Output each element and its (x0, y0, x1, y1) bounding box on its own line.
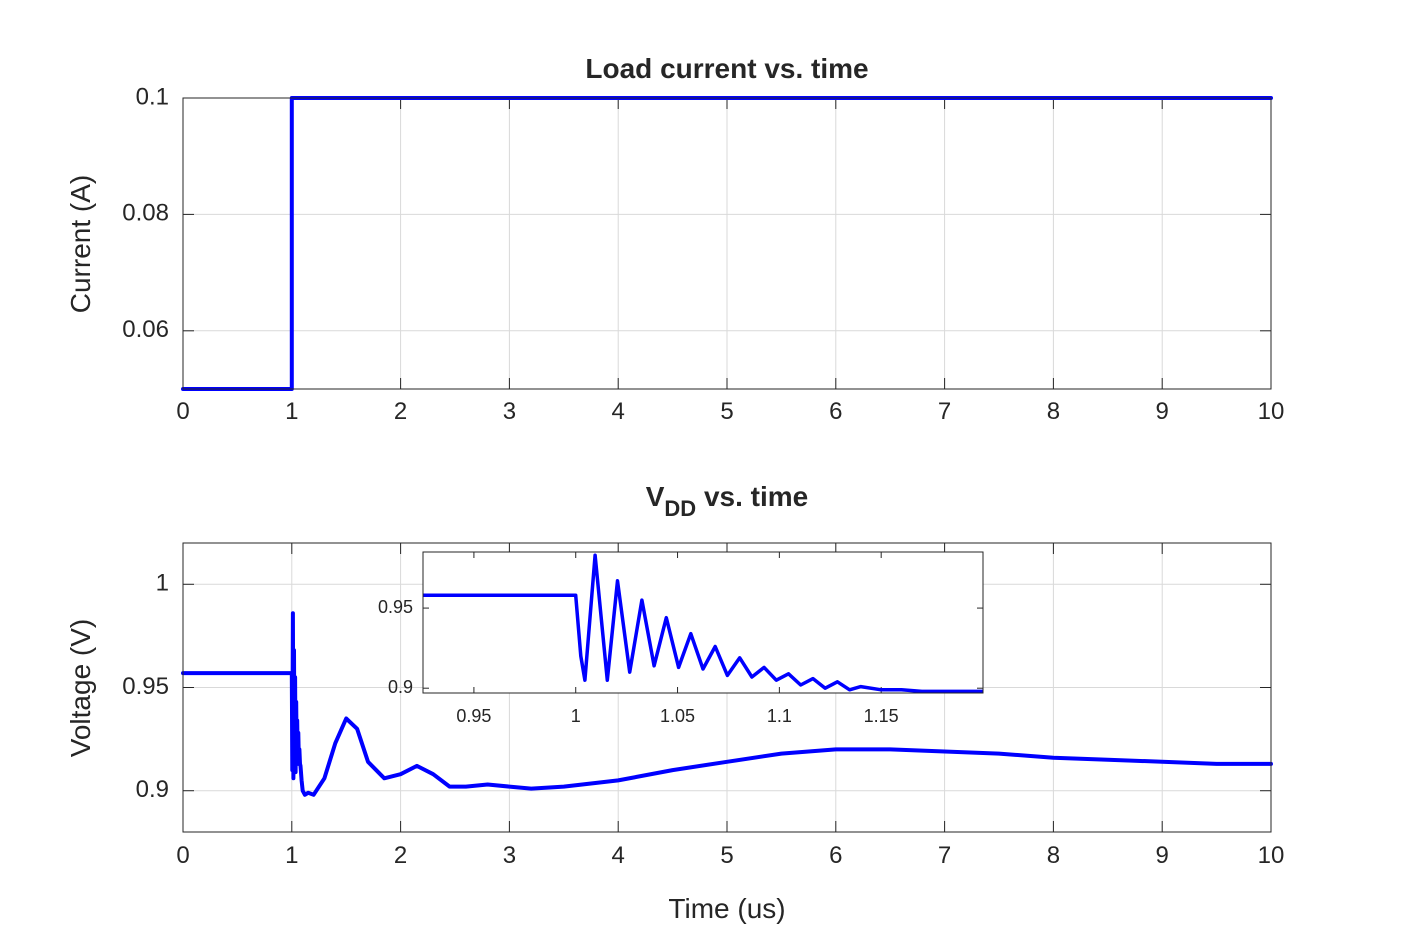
x-ticks: 0 1 2 3 4 5 6 7 8 9 10 (176, 98, 1284, 425)
x-tick-label: 1 (285, 842, 298, 869)
x-tick-label: 6 (829, 842, 842, 869)
x-tick-label: 10 (1258, 398, 1285, 425)
y-ticks: 0.9 0.95 1 (122, 570, 1271, 803)
x-tick-label: 1 (285, 398, 298, 425)
y-axis-label: Voltage (V) (65, 619, 96, 758)
x-tick-label: 8 (1047, 842, 1060, 869)
y-tick-label: 0.9 (388, 677, 413, 697)
plot-frame (182, 542, 1272, 833)
grid (182, 97, 1272, 389)
y-ticks: 0.9 0.95 (378, 597, 983, 697)
inset-background (423, 552, 983, 693)
inset-zoom-chart: 0.95 1 1.05 1.1 1.15 0.9 0.95 (378, 551, 984, 726)
series (423, 553, 983, 694)
x-tick-label: 6 (829, 398, 842, 425)
x-tick-label: 1 (571, 706, 581, 726)
x-ticks: 0.95 1 1.05 1.1 1.15 (456, 552, 899, 726)
y-tick-label: 0.9 (136, 776, 169, 803)
x-tick-label: 5 (720, 842, 733, 869)
inset-frame (422, 551, 984, 694)
x-axis-label: Time (us) (668, 893, 785, 924)
x-tick-label: 9 (1156, 398, 1169, 425)
x-tick-label: 7 (938, 398, 951, 425)
title-suffix: vs. time (696, 481, 808, 512)
x-tick-label: 5 (720, 398, 733, 425)
series (181, 611, 1273, 797)
x-ticks: 0 1 2 3 4 5 6 7 8 9 10 (176, 543, 1284, 869)
x-tick-label: 7 (938, 842, 951, 869)
load-current-chart: Load current vs. time 0 1 2 3 4 5 6 7 8 9 10 0.060… (65, 53, 1284, 425)
x-tick-label: 2 (394, 842, 407, 869)
y-tick-label: 0.1 (136, 83, 169, 110)
y-tick-label: 0.08 (122, 200, 169, 227)
x-tick-label: 0.95 (456, 706, 491, 726)
series-line (181, 611, 1273, 797)
x-tick-label: 0 (176, 842, 189, 869)
y-axis-label: Current (A) (65, 175, 96, 313)
chart-title: Load current vs. time (585, 53, 868, 84)
x-tick-label: 10 (1258, 842, 1285, 869)
y-ticks: 0.06 0.08 0.1 (122, 83, 1271, 343)
series-line (423, 553, 983, 694)
x-tick-label: 0 (176, 398, 189, 425)
plot-frame (182, 97, 1272, 390)
y-tick-label: 0.95 (378, 597, 413, 617)
title-main: V (646, 481, 665, 512)
x-tick-label: 4 (612, 842, 625, 869)
y-tick-label: 1 (156, 570, 169, 597)
x-tick-label: 1.15 (864, 706, 899, 726)
x-tick-label: 3 (503, 842, 516, 869)
y-tick-label: 0.95 (122, 673, 169, 700)
x-tick-label: 3 (503, 398, 516, 425)
x-tick-label: 8 (1047, 398, 1060, 425)
x-tick-label: 1.1 (767, 706, 792, 726)
x-tick-label: 1.05 (660, 706, 695, 726)
vdd-voltage-chart: VDD vs. time 0 1 2 3 4 5 6 7 8 9 10 0.9 0.95 1 Volta… (65, 481, 1284, 924)
title-subscript: DD (664, 496, 696, 521)
x-tick-label: 9 (1156, 842, 1169, 869)
x-tick-label: 2 (394, 398, 407, 425)
y-tick-label: 0.06 (122, 316, 169, 343)
x-tick-label: 4 (612, 398, 625, 425)
chart-title: VDD vs. time (646, 481, 809, 521)
